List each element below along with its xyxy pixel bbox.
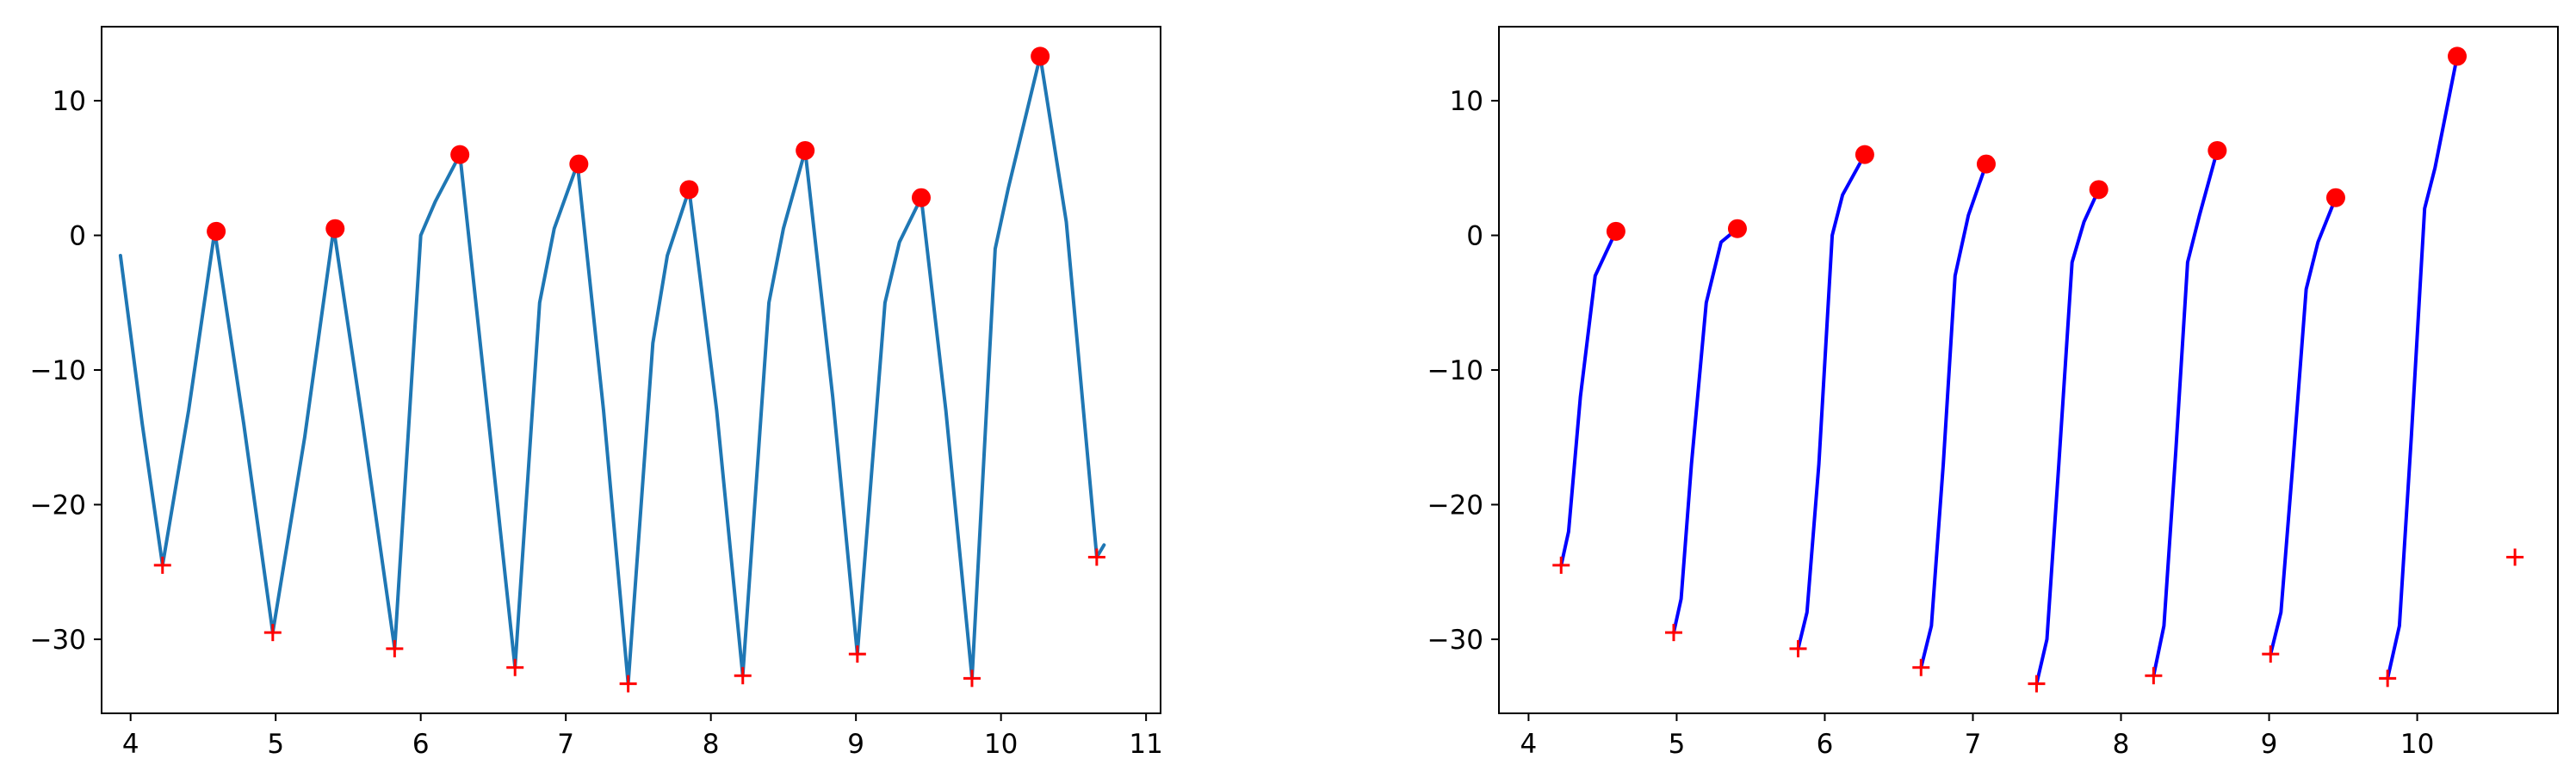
peak-marker — [1727, 219, 1747, 238]
trough-marker — [1664, 624, 1682, 642]
rising-segment-line — [2034, 188, 2101, 686]
trough-marker — [1552, 556, 1570, 574]
trough-marker — [2379, 669, 2397, 688]
x-tick-label: 4 — [1520, 729, 1538, 760]
trough-marker — [2262, 645, 2280, 663]
axes-frame — [1498, 26, 2559, 714]
x-tick-label: 5 — [267, 729, 284, 760]
peak-marker — [2089, 180, 2108, 200]
x-tick-label: 6 — [412, 729, 430, 760]
peak-marker — [2208, 140, 2227, 160]
x-tick-label: 11 — [1129, 729, 1162, 760]
rising-segment-line — [2152, 149, 2220, 678]
trough-marker — [619, 675, 637, 693]
right-chart-panel: 4 5 6 7 8 9 10 10 0 −10 −20 −30 — [1427, 26, 2559, 760]
trough-marker — [263, 624, 282, 642]
trough-marker — [386, 639, 404, 657]
x-tick-label: 10 — [2400, 729, 2434, 760]
y-tick-label: 0 — [69, 221, 86, 252]
x-tick-label: 8 — [703, 729, 720, 760]
rising-segment-line — [1672, 226, 1739, 635]
y-tick-label: 10 — [53, 86, 86, 117]
trough-marker — [153, 556, 171, 574]
x-tick-label: 7 — [557, 729, 574, 760]
y-tick-label: −20 — [30, 490, 86, 521]
peak-marker — [1855, 145, 1874, 164]
trough-marker — [2028, 675, 2046, 693]
trough-marker — [1087, 548, 1105, 566]
peak-marker — [796, 140, 815, 160]
rising-segment-line — [1559, 229, 1618, 567]
y-tick-label: 10 — [1450, 86, 1483, 117]
peak-marker — [207, 221, 226, 241]
axes-frame — [101, 26, 1161, 714]
trough-marker — [734, 667, 752, 685]
trough-marker — [2506, 548, 2524, 566]
x-tick-label: 9 — [847, 729, 864, 760]
y-tick-label: −10 — [1427, 355, 1483, 386]
x-tick-label: 9 — [2261, 729, 2278, 760]
peak-marker — [569, 154, 589, 174]
peak-marker — [1606, 221, 1625, 241]
peak-marker — [1976, 154, 1996, 174]
peak-marker — [911, 188, 931, 207]
x-tick-label: 4 — [122, 729, 139, 760]
rising-segment-line — [2269, 195, 2338, 657]
trough-marker — [2145, 667, 2163, 685]
trough-marker — [506, 658, 524, 676]
peak-marker — [2325, 188, 2345, 207]
peak-marker — [1031, 46, 1050, 66]
y-tick-label: −10 — [30, 355, 86, 386]
peak-marker — [679, 180, 699, 200]
x-tick-label: 7 — [1965, 729, 1982, 760]
trough-marker — [848, 645, 866, 663]
rising-segment-line — [1919, 162, 1988, 669]
rising-segment-line — [2386, 54, 2459, 681]
x-tick-label: 6 — [1817, 729, 1834, 760]
y-tick-label: −30 — [1427, 625, 1483, 656]
y-tick-label: −20 — [1427, 490, 1483, 521]
peak-marker — [2448, 46, 2468, 66]
peak-marker — [450, 145, 470, 164]
rising-segment-line — [1796, 152, 1867, 651]
y-tick-label: −30 — [30, 625, 86, 656]
trough-marker — [1789, 639, 1807, 657]
trough-marker — [1912, 658, 1930, 676]
x-tick-label: 8 — [2113, 729, 2130, 760]
trough-marker — [963, 669, 981, 688]
peak-marker — [325, 219, 345, 238]
y-tick-label: 0 — [1466, 221, 1483, 252]
x-tick-label: 5 — [1669, 729, 1686, 760]
left-chart-panel: 4 5 6 7 8 9 10 11 10 0 −10 −20 −30 — [30, 26, 1163, 760]
x-tick-label: 10 — [984, 729, 1018, 760]
